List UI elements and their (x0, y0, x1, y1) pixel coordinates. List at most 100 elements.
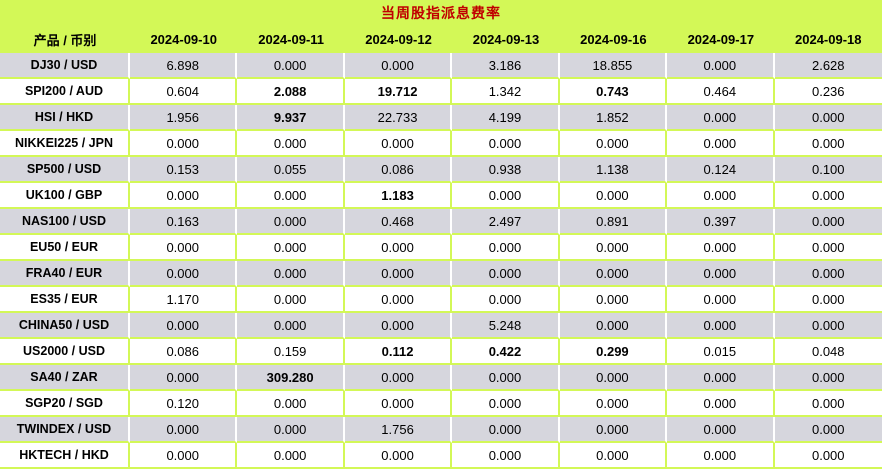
value-cell: 0.000 (774, 313, 882, 339)
page-title: 当周股指派息费率 (0, 0, 882, 25)
value-cell: 0.015 (667, 339, 775, 365)
value-cell: 0.000 (774, 443, 882, 469)
value-cell: 1.342 (452, 79, 560, 105)
value-cell: 0.000 (130, 235, 238, 261)
value-cell: 2.088 (237, 79, 345, 105)
value-cell: 0.000 (774, 209, 882, 235)
table-row: HSI / HKD 1.956 9.937 22.733 4.199 1.852 0.000… (0, 105, 882, 131)
value-cell: 4.199 (452, 105, 560, 131)
value-cell: 0.000 (774, 235, 882, 261)
value-cell: 0.000 (130, 131, 238, 157)
value-cell: 18.855 (559, 53, 668, 79)
value-cell: 0.000 (559, 261, 668, 287)
value-cell: 0.000 (774, 391, 882, 417)
product-cell: SP500 / USD (0, 157, 130, 183)
value-cell: 0.938 (452, 157, 560, 183)
date-column-header: 2024-09-12 (344, 25, 453, 53)
value-cell: 1.756 (344, 417, 453, 443)
value-cell: 0.000 (237, 391, 345, 417)
value-cell: 0.000 (559, 417, 668, 443)
value-cell: 5.248 (452, 313, 560, 339)
value-cell: 0.000 (130, 183, 238, 209)
value-cell: 0.000 (452, 443, 560, 469)
product-cell: HSI / HKD (0, 105, 130, 131)
value-cell: 0.000 (237, 53, 345, 79)
value-cell: 0.000 (774, 261, 882, 287)
product-cell: DJ30 / USD (0, 53, 130, 79)
value-cell: 0.000 (667, 261, 775, 287)
value-cell: 19.712 (344, 79, 453, 105)
value-cell: 0.000 (452, 417, 560, 443)
value-cell: 1.956 (130, 105, 238, 131)
value-cell: 1.138 (559, 157, 668, 183)
value-cell: 0.468 (344, 209, 453, 235)
value-cell: 0.000 (237, 209, 345, 235)
value-cell: 0.743 (559, 79, 668, 105)
value-cell: 0.000 (130, 313, 238, 339)
table-row: HKTECH / HKD 0.000 0.000 0.000 0.000 0.000 0.0… (0, 443, 882, 469)
value-cell: 0.000 (559, 313, 668, 339)
product-cell: HKTECH / HKD (0, 443, 130, 469)
table-row: EU50 / EUR 0.000 0.000 0.000 0.000 0.000 0.000… (0, 235, 882, 261)
value-cell: 0.000 (237, 183, 345, 209)
value-cell: 0.086 (130, 339, 238, 365)
value-cell: 0.124 (667, 157, 775, 183)
table-row: SP500 / USD 0.153 0.055 0.086 0.938 1.138 0.12… (0, 157, 882, 183)
value-cell: 0.000 (667, 53, 775, 79)
product-cell: TWINDEX / USD (0, 417, 130, 443)
value-cell: 0.000 (237, 417, 345, 443)
product-column-header: 产品 / 币别 (0, 25, 130, 53)
date-column-header: 2024-09-10 (130, 25, 238, 53)
value-cell: 0.891 (559, 209, 668, 235)
value-cell: 0.000 (774, 287, 882, 313)
table-body: DJ30 / USD 6.898 0.000 0.000 3.186 18.855 0.00… (0, 53, 882, 469)
value-cell: 0.000 (344, 261, 453, 287)
value-cell: 0.100 (774, 157, 882, 183)
value-cell: 9.937 (237, 105, 345, 131)
product-cell: NIKKEI225 / JPN (0, 131, 130, 157)
value-cell: 0.000 (130, 365, 238, 391)
product-cell: ES35 / EUR (0, 287, 130, 313)
value-cell: 0.000 (667, 391, 775, 417)
value-cell: 2.628 (774, 53, 882, 79)
value-cell: 0.236 (774, 79, 882, 105)
table-row: ES35 / EUR 1.170 0.000 0.000 0.000 0.000 0.000… (0, 287, 882, 313)
product-cell: SGP20 / SGD (0, 391, 130, 417)
value-cell: 0.000 (774, 183, 882, 209)
table-row: UK100 / GBP 0.000 0.000 1.183 0.000 0.000 0.00… (0, 183, 882, 209)
value-cell: 0.000 (237, 287, 345, 313)
value-cell: 0.000 (774, 105, 882, 131)
value-cell: 0.163 (130, 209, 238, 235)
value-cell: 0.000 (667, 443, 775, 469)
value-cell: 0.464 (667, 79, 775, 105)
value-cell: 0.000 (452, 183, 560, 209)
product-cell: US2000 / USD (0, 339, 130, 365)
product-cell: SA40 / ZAR (0, 365, 130, 391)
table-row: FRA40 / EUR 0.000 0.000 0.000 0.000 0.000 0.00… (0, 261, 882, 287)
value-cell: 0.000 (130, 443, 238, 469)
product-cell: FRA40 / EUR (0, 261, 130, 287)
value-cell: 0.000 (667, 235, 775, 261)
table-row: CHINA50 / USD 0.000 0.000 0.000 5.248 0.000 0.… (0, 313, 882, 339)
product-cell: EU50 / EUR (0, 235, 130, 261)
table-row: SGP20 / SGD 0.120 0.000 0.000 0.000 0.000 0.00… (0, 391, 882, 417)
date-column-header: 2024-09-18 (774, 25, 882, 53)
value-cell: 0.000 (452, 235, 560, 261)
value-cell: 0.000 (452, 261, 560, 287)
value-cell: 0.120 (130, 391, 238, 417)
value-cell: 0.048 (774, 339, 882, 365)
column-header-row: 产品 / 币别 2024-09-10 2024-09-11 2024-09-12 20… (0, 25, 882, 53)
value-cell: 0.000 (130, 261, 238, 287)
date-column-header: 2024-09-17 (667, 25, 775, 53)
value-cell: 0.000 (344, 287, 453, 313)
value-cell: 0.159 (237, 339, 345, 365)
date-column-header: 2024-09-11 (237, 25, 345, 53)
value-cell: 1.852 (559, 105, 668, 131)
value-cell: 309.280 (237, 365, 345, 391)
value-cell: 0.000 (237, 261, 345, 287)
value-cell: 2.497 (452, 209, 560, 235)
value-cell: 0.000 (344, 365, 453, 391)
value-cell: 0.422 (452, 339, 560, 365)
